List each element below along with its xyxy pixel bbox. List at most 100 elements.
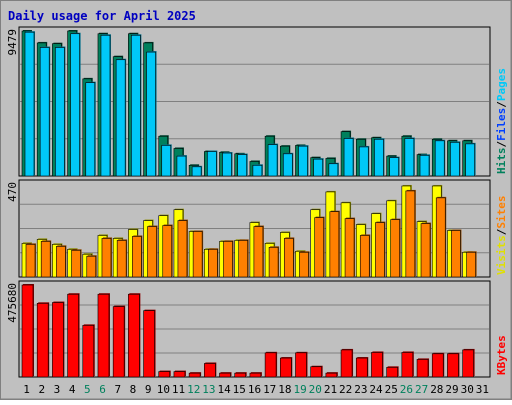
- bar: [192, 231, 203, 278]
- bar: [234, 372, 247, 378]
- bar-pages-day-22: [343, 137, 355, 177]
- bar: [390, 219, 400, 278]
- bar-sites-day-9: [147, 225, 158, 278]
- bar: [344, 218, 355, 278]
- bar: [375, 222, 385, 278]
- bar-sites-day-5: [86, 255, 97, 278]
- bar: [188, 372, 201, 378]
- bar-sites-day-23: [359, 234, 371, 278]
- x-tick-label: 22: [339, 383, 352, 396]
- bar: [264, 352, 277, 378]
- bar: [36, 303, 49, 378]
- bar: [253, 226, 264, 278]
- bar-kbytes-day-24: [371, 351, 384, 378]
- bar: [434, 140, 445, 177]
- bar-sites-day-14: [223, 240, 234, 278]
- x-tick-label: 11: [172, 383, 185, 396]
- x-tick-label: 9: [145, 383, 152, 396]
- bar: [128, 293, 140, 378]
- bar: [85, 82, 96, 177]
- bar-kbytes-day-12: [188, 372, 202, 378]
- legend-item: Sites: [495, 196, 508, 229]
- bar-kbytes-day-17: [264, 351, 278, 378]
- bar: [25, 244, 36, 278]
- bar-sites-day-24: [375, 221, 386, 278]
- bar: [283, 238, 294, 278]
- bar-pages-day-29: [450, 141, 461, 177]
- x-tick-label: 6: [99, 383, 106, 396]
- bar: [325, 372, 338, 378]
- x-tick-label: 15: [233, 383, 246, 396]
- bar-kbytes-day-25: [386, 366, 399, 378]
- bar-kbytes-day-9: [143, 309, 156, 378]
- bar-sites-day-15: [238, 239, 249, 278]
- bar-sites-day-1: [25, 243, 36, 278]
- bar: [55, 47, 65, 177]
- bar-kbytes-day-4: [67, 293, 80, 378]
- panel-kbytes: 475680 KBytes: [6, 280, 508, 378]
- bar: [112, 306, 125, 378]
- bar: [147, 226, 157, 278]
- bar-pages-day-26: [404, 137, 415, 177]
- bar-kbytes-day-8: [128, 293, 141, 378]
- bar: [462, 349, 474, 378]
- legend-item: /: [495, 141, 508, 148]
- x-tick-label: 17: [263, 383, 276, 396]
- bar: [238, 240, 249, 278]
- bar: [56, 246, 66, 278]
- bar-pages-day-6: [100, 34, 111, 177]
- bar-sites-day-29: [451, 229, 462, 278]
- bar: [132, 236, 142, 278]
- bar: [222, 152, 232, 177]
- bar: [268, 247, 279, 278]
- x-axis-day-labels: 1 2 3 4 5 6 7 8 9 10 11 12 13 14 15 16 17 18 19 20 21 22 23 24 2…: [23, 383, 489, 396]
- bar-pages-day-20: [313, 158, 324, 177]
- x-tick-label: 24: [369, 383, 383, 396]
- bar-sites-day-18: [283, 237, 295, 278]
- bar: [431, 353, 444, 378]
- bar-kbytes-day-19: [295, 351, 308, 378]
- x-tick-label: 20: [309, 383, 322, 396]
- bar-kbytes-day-21: [325, 372, 338, 378]
- legend-item: Files: [495, 108, 508, 141]
- bar-sites-day-16: [253, 225, 264, 278]
- bar: [371, 352, 383, 378]
- bar-pages-day-27: [419, 154, 431, 177]
- bar-sites-day-11: [177, 219, 188, 278]
- bar: [162, 225, 173, 278]
- bar: [219, 372, 231, 378]
- bar: [328, 163, 339, 177]
- bar-kbytes-day-26: [401, 351, 414, 378]
- bar-pages-day-21: [328, 162, 339, 177]
- bar: [176, 155, 187, 177]
- bar: [52, 302, 64, 378]
- bar-pages-day-24: [374, 138, 385, 177]
- x-tick-label: 4: [69, 383, 76, 396]
- legend-hits-files-pages: Hits/Files/Pages: [495, 68, 508, 174]
- bar: [419, 155, 430, 177]
- chart-title: Daily usage for April 2025: [8, 9, 196, 23]
- bar-kbytes-day-5: [82, 324, 95, 378]
- bar-pages-day-8: [131, 34, 142, 177]
- bar-pages-day-18: [282, 152, 294, 177]
- bar-sites-day-4: [71, 249, 82, 278]
- bar-kbytes-day-29: [447, 352, 460, 378]
- x-tick-label: 29: [445, 383, 458, 396]
- bar: [416, 359, 429, 378]
- bar-kbytes-day-2: [36, 302, 50, 378]
- bar-kbytes-day-7: [112, 305, 126, 378]
- bar: [39, 47, 50, 177]
- bar: [386, 367, 398, 378]
- bar-pages-day-23: [358, 145, 370, 177]
- legend-item: /: [495, 228, 508, 235]
- bar: [466, 251, 476, 278]
- bar: [86, 255, 97, 278]
- x-tick-label: 25: [385, 383, 398, 396]
- x-tick-label: 8: [130, 383, 137, 396]
- bar-pages-day-19: [298, 145, 309, 177]
- bar-sites-day-28: [435, 196, 447, 278]
- x-tick-label: 3: [54, 383, 61, 396]
- bar-kbytes-day-27: [416, 358, 430, 378]
- bar: [71, 249, 81, 278]
